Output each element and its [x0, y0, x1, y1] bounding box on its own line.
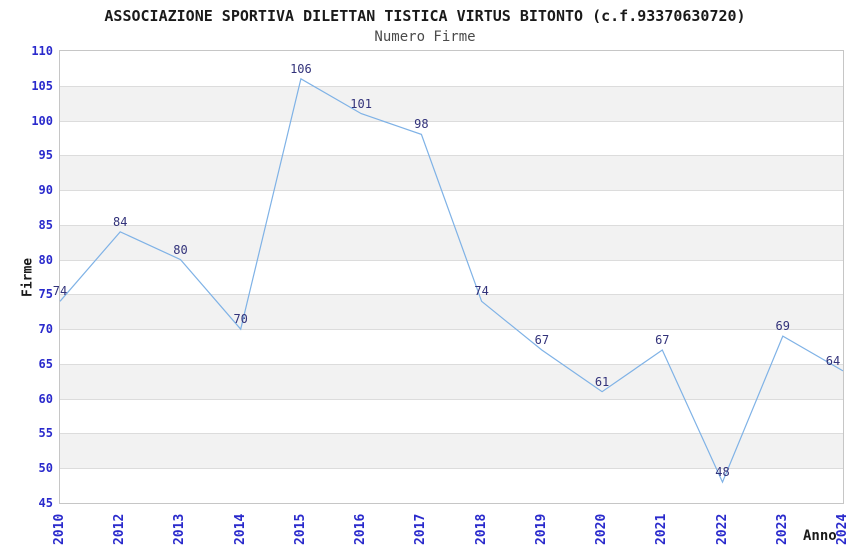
data-label: 74 [52, 284, 68, 299]
data-label: 61 [594, 374, 610, 389]
gridline [60, 224, 843, 226]
gridline [60, 433, 843, 435]
plot-band [60, 155, 843, 191]
y-tick-label: 95 [38, 148, 53, 163]
y-tick-label: 75 [38, 287, 53, 302]
x-tick-label: 2021 [654, 513, 670, 545]
y-tick-label: 50 [38, 461, 53, 476]
data-label: 101 [350, 96, 372, 111]
y-tick-label: 55 [38, 426, 53, 441]
plot-band [60, 329, 843, 364]
x-tick-label: 2024 [835, 513, 850, 545]
y-tick-label: 70 [38, 322, 53, 337]
gridline [60, 190, 843, 192]
plot-band [60, 294, 843, 330]
y-tick-label: 110 [31, 44, 53, 58]
x-tick-label: 2010 [52, 513, 67, 545]
data-label: 84 [112, 214, 128, 229]
data-label: 48 [715, 465, 730, 480]
plot-band [60, 259, 843, 295]
y-tick-label: 85 [38, 217, 53, 232]
plot-band [60, 224, 843, 260]
y-tick-label: 45 [38, 496, 53, 510]
data-label: 64 [825, 353, 841, 368]
x-tick-label: 2020 [594, 513, 610, 545]
data-label: 67 [534, 333, 550, 347]
x-tick-label: 2015 [292, 513, 308, 545]
plot-band [60, 398, 843, 434]
y-tick-label: 90 [38, 183, 53, 198]
gridline [60, 120, 843, 122]
data-label: 69 [775, 319, 790, 334]
gridline [60, 363, 843, 365]
x-tick-label: 2016 [353, 513, 369, 545]
x-tick-label: 2018 [473, 513, 489, 545]
gridline [60, 398, 843, 400]
plot-band [60, 433, 843, 469]
x-tick-label: 2023 [774, 513, 790, 545]
x-tick-label: 2012 [112, 513, 128, 545]
data-label: 74 [474, 284, 489, 299]
plot-area: 74 84 80 70 106 101 98 74 67 61 67 48 69 64 [53, 50, 844, 504]
gridline [60, 85, 843, 87]
series-line [59, 77, 844, 484]
data-label: 70 [233, 312, 248, 327]
data-line-svg [59, 77, 844, 484]
plot-band [60, 468, 843, 503]
x-tick-label: 2017 [413, 513, 429, 545]
data-label: 106 [290, 61, 312, 76]
plot-band [60, 363, 843, 399]
x-tick-label: 2019 [533, 513, 549, 545]
gridline [60, 329, 843, 331]
y-tick-label: 65 [38, 356, 53, 371]
x-tick-label: 2014 [232, 513, 248, 545]
y-axis-title: Firme [20, 257, 36, 297]
data-label: 98 [414, 117, 429, 132]
x-tick-label: 2022 [714, 513, 730, 545]
data-label: 67 [655, 333, 670, 347]
gridline [60, 259, 843, 261]
plot-band [60, 120, 843, 156]
y-tick-label: 80 [38, 252, 53, 267]
plot-band [60, 51, 843, 86]
x-tick-label: 2013 [172, 513, 188, 545]
chart-title: ASSOCIAZIONE SPORTIVA DILETTAN TISTICA V… [104, 7, 746, 25]
data-label: 80 [173, 242, 188, 257]
y-tick-label: 60 [38, 391, 53, 406]
y-tick-label: 100 [31, 113, 53, 128]
gridline [60, 468, 843, 470]
chart-subtitle: Numero Firme [374, 29, 476, 45]
y-tick-label: 105 [31, 78, 53, 93]
x-axis-title: Anno [803, 528, 837, 544]
gridline [60, 294, 843, 296]
plot-band [60, 85, 843, 121]
gridline [60, 155, 843, 157]
